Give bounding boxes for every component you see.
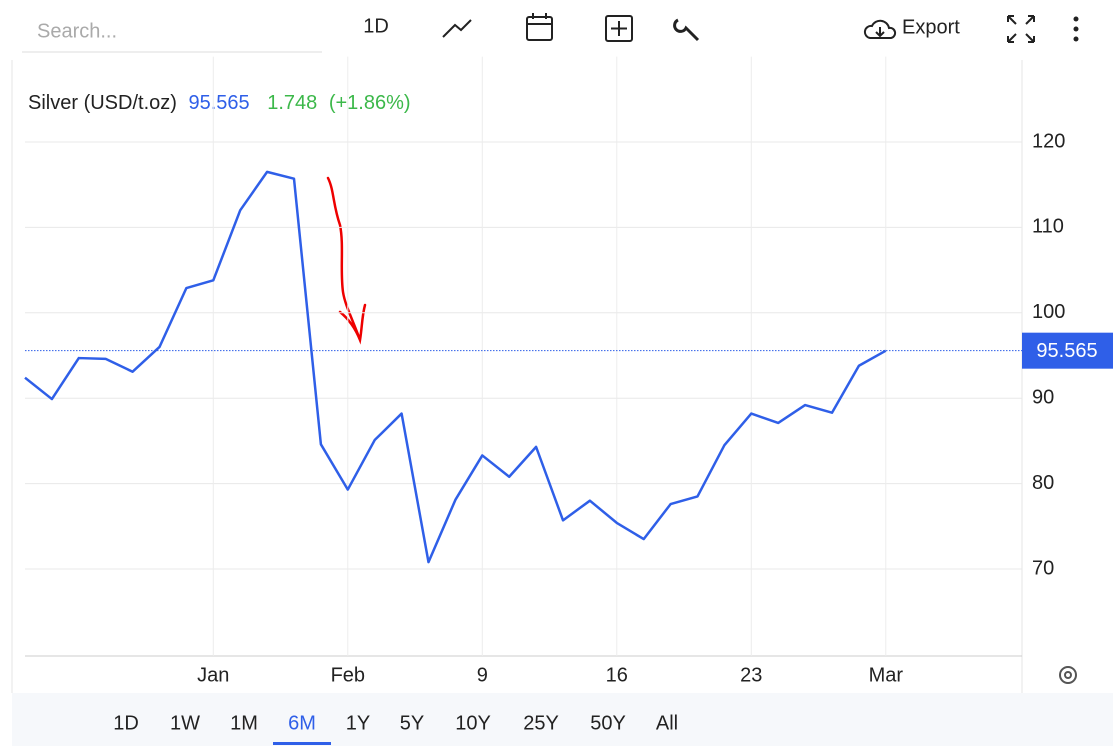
x-tick-label: Jan: [197, 664, 229, 686]
header-line: Silver (USD/t.oz) 95.565 1.748 (+1.86%): [28, 92, 411, 114]
calendar-icon[interactable]: [526, 13, 553, 41]
range-button[interactable]: 6M: [288, 712, 316, 734]
search-box[interactable]: Search...: [22, 20, 322, 53]
y-tick-label: 90: [1032, 386, 1054, 408]
active-range-underline: [273, 742, 331, 745]
add-indicator-icon[interactable]: [605, 15, 633, 42]
range-button[interactable]: 5Y: [400, 712, 424, 734]
x-tick-label: Mar: [869, 664, 904, 686]
price-badge: [1022, 332, 1113, 369]
export-icon: [863, 19, 897, 39]
price-line: [24, 170, 887, 564]
header-price: 95.565: [188, 92, 249, 114]
range-bar: [12, 693, 1113, 746]
x-tick-label: 23: [740, 664, 762, 686]
y-tick-label: 120: [1032, 130, 1065, 152]
range-button[interactable]: 1Y: [346, 712, 370, 734]
tools-icon[interactable]: [673, 18, 700, 42]
x-tick-label: 9: [477, 664, 488, 686]
price-badge-label: 95.565: [1036, 340, 1097, 362]
y-tick-label: 100: [1032, 301, 1065, 323]
range-button[interactable]: 1W: [170, 712, 200, 734]
range-button[interactable]: 1D: [113, 712, 139, 734]
menu-icon[interactable]: [1073, 16, 1079, 42]
y-tick-label: 80: [1032, 472, 1054, 494]
search-placeholder: Search...: [37, 20, 117, 42]
range-button[interactable]: 50Y: [590, 712, 626, 734]
export-label: Export: [902, 16, 960, 38]
header-change: 1.748: [267, 92, 317, 114]
x-tick-label: Feb: [331, 664, 365, 686]
header-change-pct: (+1.86%): [329, 92, 411, 114]
interval-button[interactable]: 1D: [363, 15, 389, 37]
export-arrow: [875, 27, 885, 38]
y-tick-label: 70: [1032, 557, 1054, 579]
instrument-name: Silver (USD/t.oz): [28, 92, 177, 114]
x-tick-label: 16: [606, 664, 628, 686]
range-button[interactable]: All: [656, 712, 678, 734]
export-button[interactable]: Export: [863, 16, 960, 39]
range-button[interactable]: 1M: [230, 712, 258, 734]
fullscreen-icon[interactable]: [1007, 15, 1035, 43]
range-button[interactable]: 10Y: [455, 712, 491, 734]
chart-type-icon[interactable]: [442, 19, 472, 38]
range-button[interactable]: 25Y: [523, 712, 559, 734]
settings-icon[interactable]: [1059, 666, 1077, 684]
y-tick-label: 110: [1032, 216, 1064, 238]
